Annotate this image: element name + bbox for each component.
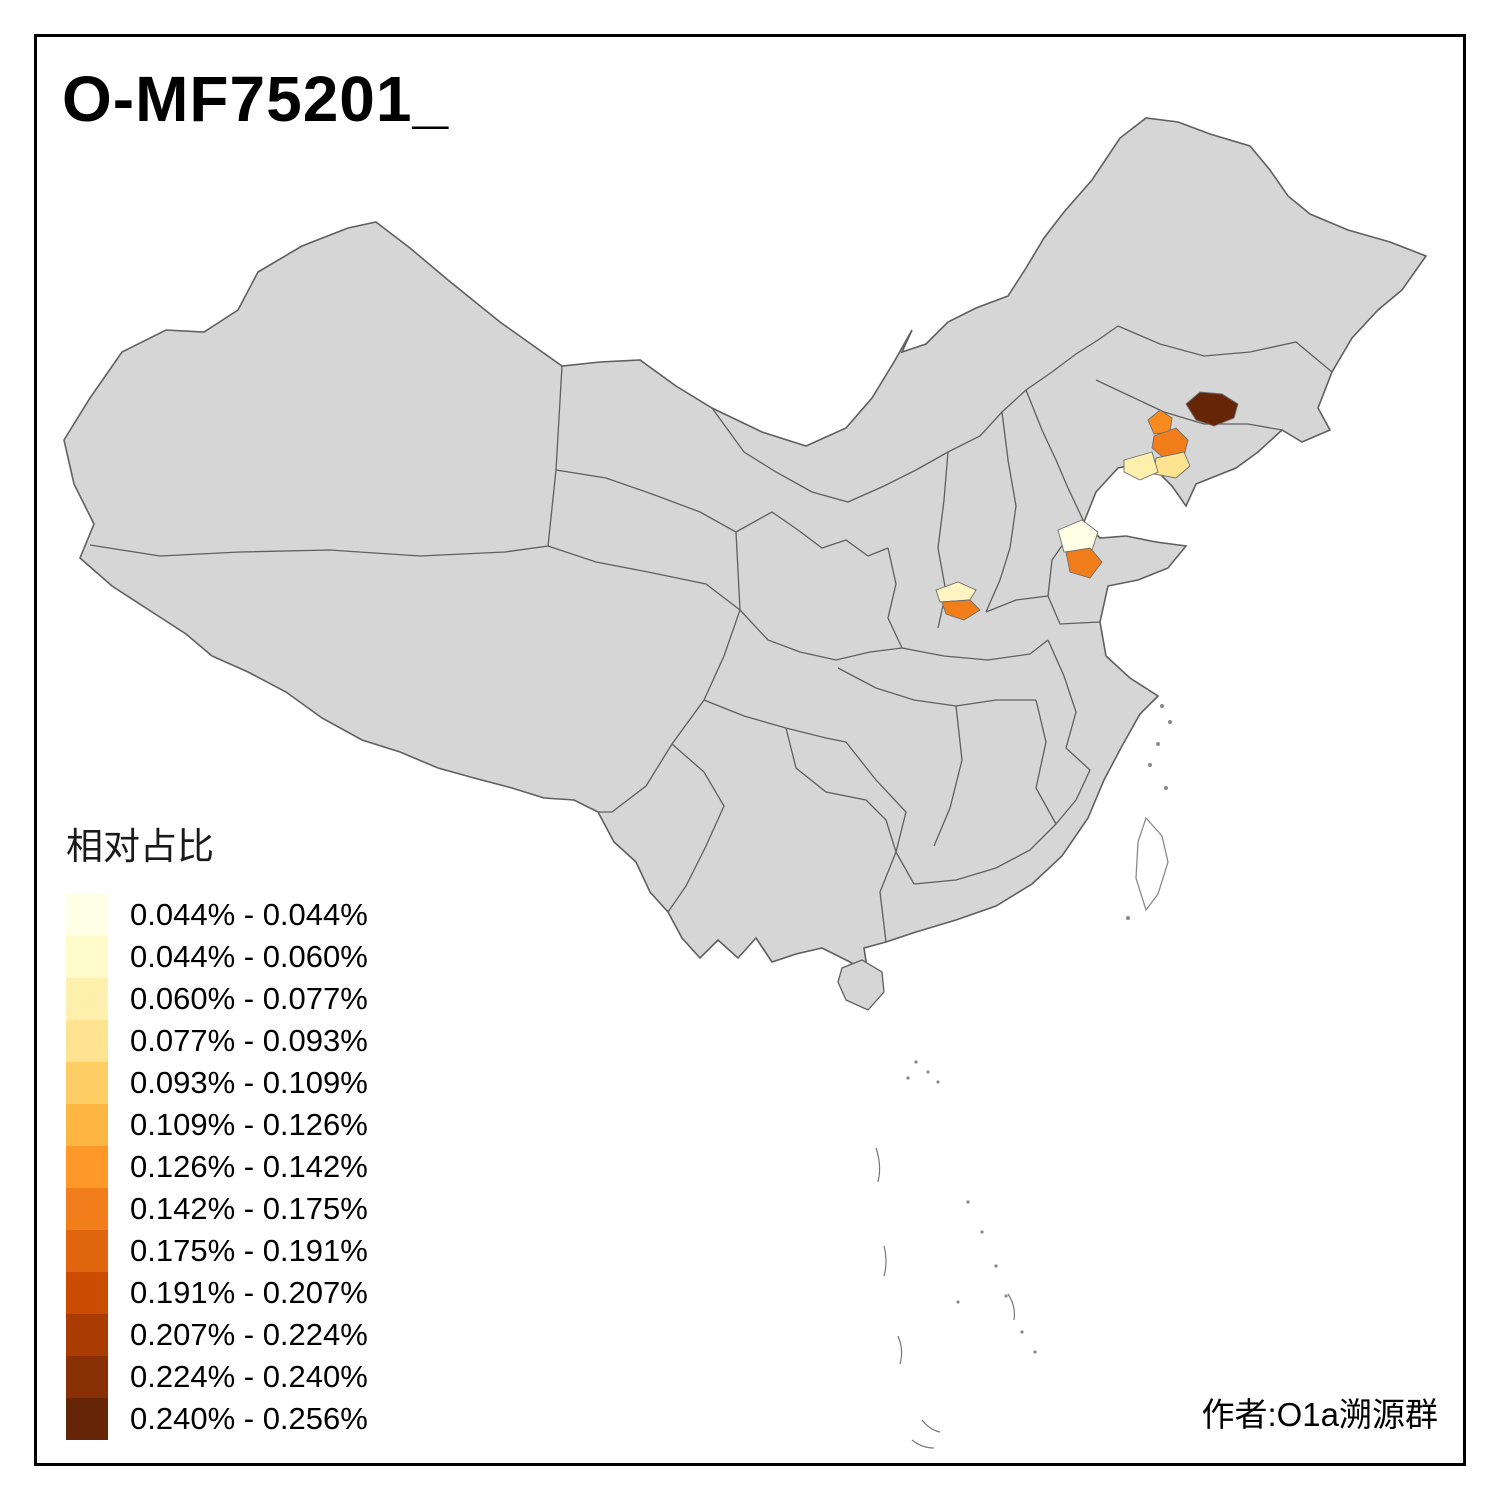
legend-label: 0.126% - 0.142%: [130, 1149, 368, 1184]
legend-swatch: [66, 1104, 108, 1146]
legend-swatch: [66, 1314, 108, 1356]
highlighted-regions: [935, 391, 1239, 621]
legend-swatch: [66, 1230, 108, 1272]
legend-label: 0.044% - 0.044%: [130, 897, 368, 932]
legend-swatch: [66, 1020, 108, 1062]
page-title: O-MF75201_: [62, 63, 450, 135]
legend-swatch: [66, 1188, 108, 1230]
legend-item: 0.224% - 0.240%: [66, 1356, 368, 1398]
legend: 相对占比 0.044% - 0.044% 0.044% - 0.060% 0.060…: [66, 816, 368, 1440]
legend-item: 0.044% - 0.044%: [66, 894, 368, 936]
author-credit: 作者:O1a溯源群: [1201, 1396, 1438, 1433]
legend-swatch: [66, 936, 108, 978]
taiwan-island: [1135, 816, 1169, 912]
legend-title: 相对占比: [66, 826, 214, 867]
legend-item: 0.142% - 0.175%: [66, 1188, 368, 1230]
legend-item: 0.109% - 0.126%: [66, 1104, 368, 1146]
coastal-islets: [1126, 704, 1172, 920]
region-northeast-darkest: [1185, 391, 1239, 427]
hainan-island: [837, 959, 885, 1011]
legend-label: 0.224% - 0.240%: [130, 1359, 368, 1394]
legend-item: 0.093% - 0.109%: [66, 1062, 368, 1104]
legend-label: 0.077% - 0.093%: [130, 1023, 368, 1058]
legend-item: 0.060% - 0.077%: [66, 978, 368, 1020]
legend-item: 0.240% - 0.256%: [66, 1398, 368, 1440]
legend-label: 0.060% - 0.077%: [130, 981, 368, 1016]
legend-label: 0.109% - 0.126%: [130, 1107, 368, 1142]
legend-label: 0.142% - 0.175%: [130, 1191, 368, 1226]
legend-swatch: [66, 978, 108, 1020]
legend-item: 0.077% - 0.093%: [66, 1020, 368, 1062]
legend-label: 0.175% - 0.191%: [130, 1233, 368, 1268]
legend-items: 0.044% - 0.044% 0.044% - 0.060% 0.060% - 0…: [66, 894, 368, 1440]
legend-swatch: [66, 1356, 108, 1398]
legend-swatch: [66, 894, 108, 936]
region-central-cream: [935, 581, 977, 603]
legend-label: 0.191% - 0.207%: [130, 1275, 368, 1310]
legend-label: 0.240% - 0.256%: [130, 1401, 368, 1436]
legend-item: 0.191% - 0.207%: [66, 1272, 368, 1314]
legend-item: 0.207% - 0.224%: [66, 1314, 368, 1356]
region-central-orange: [941, 599, 981, 621]
legend-label: 0.207% - 0.224%: [130, 1317, 368, 1352]
region-northeast-light-yellow: [1123, 451, 1159, 481]
region-shandong-orange: [1065, 547, 1103, 579]
legend-swatch: [66, 1146, 108, 1188]
legend-swatch: [66, 1398, 108, 1440]
legend-item: 0.126% - 0.142%: [66, 1146, 368, 1188]
region-northeast-orange-upper: [1147, 409, 1173, 435]
province-borders: [89, 325, 1333, 943]
south-china-sea-islands: [875, 1060, 1037, 1449]
legend-label: 0.044% - 0.060%: [130, 939, 368, 974]
legend-item: 0.044% - 0.060%: [66, 936, 368, 978]
region-shandong-cream: [1057, 519, 1099, 553]
legend-swatch: [66, 1272, 108, 1314]
legend-swatch: [66, 1062, 108, 1104]
legend-label: 0.093% - 0.109%: [130, 1065, 368, 1100]
legend-item: 0.175% - 0.191%: [66, 1230, 368, 1272]
